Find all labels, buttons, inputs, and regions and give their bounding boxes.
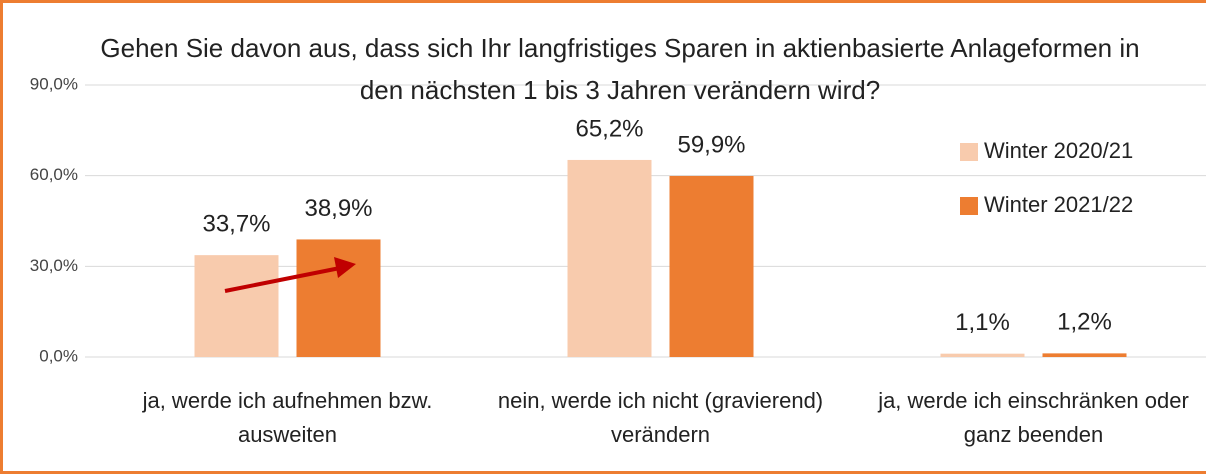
bar xyxy=(296,239,381,357)
data-label: 33,7% xyxy=(202,210,270,237)
x-tick-label: ja, werde ich einschränken oder ganz been… xyxy=(877,388,1189,447)
y-tick-label: 60,0% xyxy=(30,165,78,184)
legend-label: Winter 2020/21 xyxy=(984,138,1133,163)
bar xyxy=(194,255,279,357)
data-label: 65,2% xyxy=(575,115,643,142)
legend-swatch xyxy=(960,143,978,161)
chart-title: Gehen Sie davon aus, dass sich Ihr langf… xyxy=(100,33,1139,105)
legend-label: Winter 2021/22 xyxy=(984,192,1133,217)
trend-arrow xyxy=(224,266,341,293)
bar xyxy=(940,353,1025,357)
y-tick-label: 30,0% xyxy=(30,256,78,275)
data-label: 38,9% xyxy=(304,195,372,222)
legend-swatch xyxy=(960,197,978,215)
bar xyxy=(669,175,754,357)
bars xyxy=(194,159,1127,357)
bar xyxy=(1042,353,1127,357)
y-tick-label: 0,0% xyxy=(39,346,78,365)
x-tick-label: ja, werde ich aufnehmen bzw. ausweiten xyxy=(142,388,433,447)
trend-arrow-head xyxy=(334,257,356,278)
data-label: 59,9% xyxy=(677,131,745,158)
y-tick-label: 90,0% xyxy=(30,74,78,93)
data-label: 1,2% xyxy=(1057,309,1112,336)
x-tick-label: nein, werde ich nicht (gravierend) veränd… xyxy=(498,388,823,447)
data-label: 1,1% xyxy=(955,309,1010,336)
bar xyxy=(567,159,652,357)
